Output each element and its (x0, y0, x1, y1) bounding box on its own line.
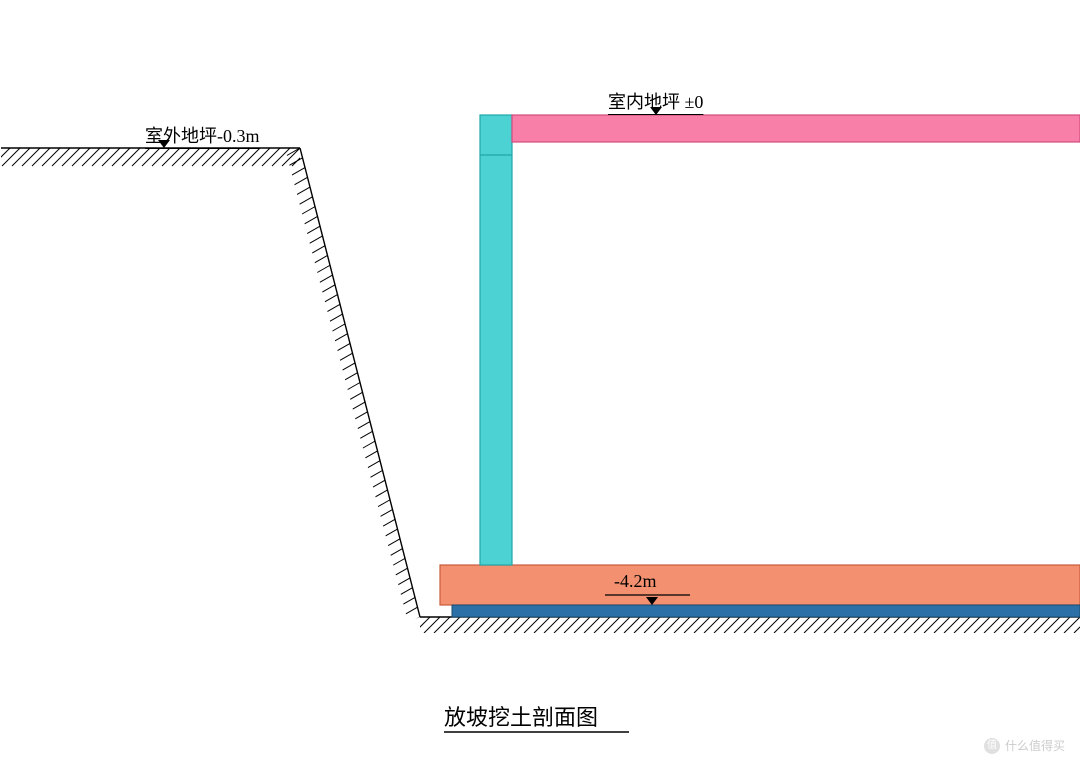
watermark: 值 什么值得买 (984, 737, 1065, 754)
bottom-hatching (394, 617, 1080, 633)
label-outside-ground: 室外地坪-0.3m (145, 122, 260, 148)
slope-line (300, 148, 420, 617)
footing (440, 565, 1080, 605)
bottom-strip (452, 605, 1080, 617)
diagram-title: 放坡挖土剖面图 (444, 700, 598, 732)
watermark-text: 什么值得买 (1005, 737, 1065, 754)
ground-left-hatching (0, 148, 310, 166)
label-inside-ground: 室内地坪 ±0 (608, 88, 703, 114)
watermark-icon: 值 (984, 738, 1000, 754)
column (480, 115, 512, 565)
slope-hatching (286, 148, 420, 625)
slab (512, 115, 1080, 142)
label-bottom-depth: -4.2m (614, 571, 657, 592)
